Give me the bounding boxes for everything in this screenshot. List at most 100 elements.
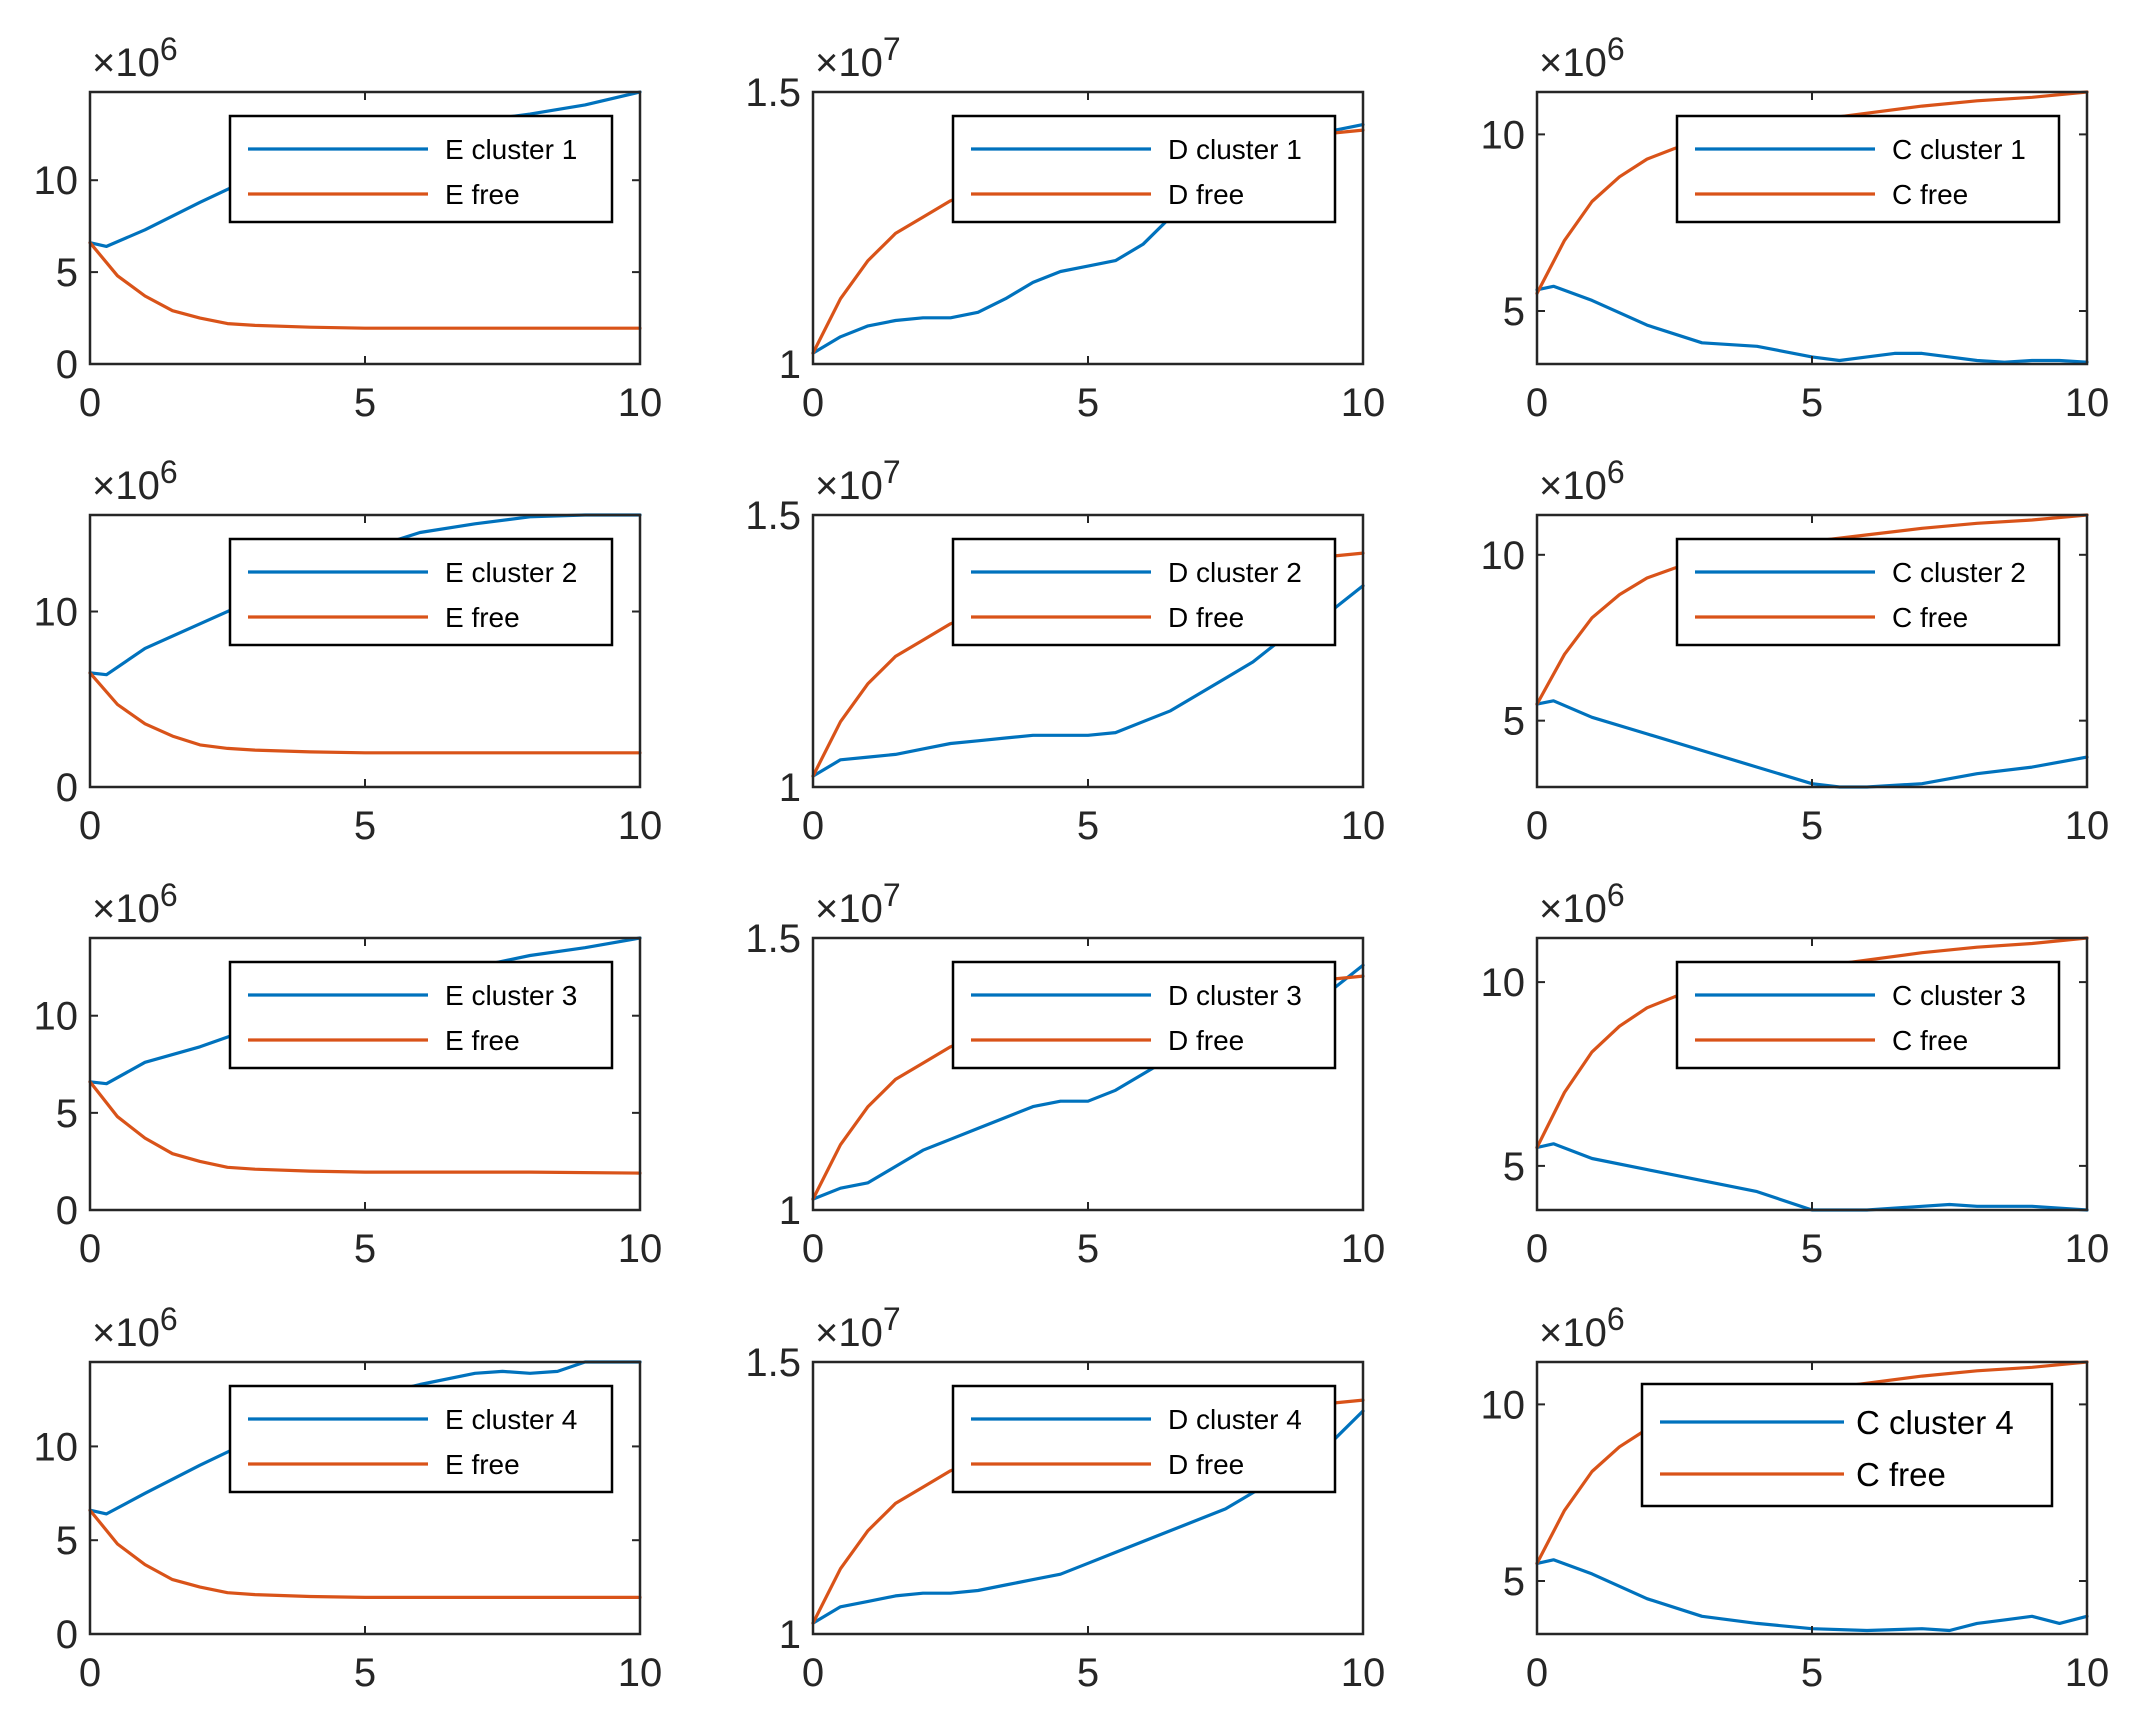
legend-box [228, 1384, 614, 1494]
x-tick-label: 5 [1801, 804, 1823, 848]
legend-label-free: E free [445, 1449, 520, 1480]
series-line-free [88, 1508, 642, 1600]
y-exponent-power: 6 [160, 877, 178, 913]
x-tick-label: 5 [1801, 1651, 1823, 1695]
x-tick-label: 10 [2065, 381, 2110, 425]
y-exponent-power: 6 [160, 454, 178, 490]
y-exponent-label: ×106 [1539, 454, 1625, 508]
y-tick-label: 10 [1481, 961, 1526, 1005]
x-tick-label: 0 [1526, 804, 1548, 848]
y-exponent-label: ×106 [92, 454, 178, 508]
y-exponent-label: ×106 [1539, 31, 1625, 85]
x-tick-label: 5 [354, 1227, 376, 1271]
subplot-4-1: 0 5 10 0 5 10 ×106 E cluster 4 E free [34, 1301, 663, 1695]
x-tick-label: 10 [2065, 804, 2110, 848]
legend-box [951, 960, 1337, 1070]
x-tick-label: 0 [1526, 381, 1548, 425]
x-tick-label: 0 [802, 381, 824, 425]
y-tick-label: 5 [1503, 1560, 1525, 1604]
legend-label-cluster: D cluster 3 [1168, 980, 1302, 1011]
legend: C cluster 2 C free [1675, 537, 2061, 647]
subplot-4-3: 0 5 10 5 10 ×106 C cluster 4 C free [1481, 1301, 2110, 1695]
y-exponent-label: ×106 [92, 877, 178, 931]
y-exponent-label: ×107 [815, 877, 901, 931]
legend-label-free: E free [445, 602, 520, 633]
legend-label-free: C free [1892, 602, 1968, 633]
legend-label-free: D free [1168, 1449, 1244, 1480]
subplot-2-3: 0 5 10 5 10 ×106 C cluster 2 C free [1481, 454, 2110, 848]
legend-box [228, 114, 614, 224]
x-tick-label: 0 [79, 1227, 101, 1271]
x-tick-label: 0 [802, 1227, 824, 1271]
y-exponent-label: ×107 [815, 454, 901, 508]
y-exponent-power: 7 [883, 31, 901, 67]
series-line-cluster [1535, 1558, 2089, 1633]
subplot-3-1: 0 5 10 0 5 10 ×106 E cluster 3 E free [34, 877, 663, 1271]
x-tick-label: 0 [802, 804, 824, 848]
y-tick-label: 0 [56, 766, 78, 810]
legend: E cluster 2 E free [228, 537, 614, 647]
y-tick-label: 1.5 [745, 494, 801, 538]
y-tick-label: 10 [34, 995, 79, 1039]
x-tick-label: 0 [79, 381, 101, 425]
x-tick-label: 5 [1077, 381, 1099, 425]
legend-label-free: E free [445, 179, 520, 210]
x-tick-label: 0 [1526, 1651, 1548, 1695]
y-tick-label: 1 [779, 343, 801, 387]
x-tick-label: 5 [1801, 381, 1823, 425]
y-tick-label: 10 [1481, 1383, 1526, 1427]
y-exponent-label: ×107 [815, 31, 901, 85]
y-tick-label: 1.5 [745, 917, 801, 961]
y-tick-label: 10 [34, 159, 79, 203]
x-tick-label: 0 [79, 804, 101, 848]
y-exponent-power: 6 [160, 31, 178, 67]
legend: E cluster 3 E free [228, 960, 614, 1070]
legend-label-cluster: D cluster 4 [1168, 1404, 1302, 1435]
series-line-cluster [811, 584, 1365, 778]
x-tick-label: 5 [354, 804, 376, 848]
subplot-2-1: 0 5 10 0 10 ×106 E cluster 2 E free [34, 454, 663, 848]
legend: C cluster 3 C free [1675, 960, 2061, 1070]
y-exponent-power: 6 [1607, 454, 1625, 490]
legend-label-cluster: E cluster 4 [445, 1404, 577, 1435]
series-line-cluster [1535, 1142, 2089, 1212]
legend-label-free: C free [1892, 1025, 1968, 1056]
y-tick-label: 10 [1481, 113, 1526, 157]
y-exponent-power: 6 [1607, 1301, 1625, 1337]
x-tick-label: 5 [354, 1651, 376, 1695]
x-tick-label: 10 [1341, 1227, 1386, 1271]
x-tick-label: 0 [79, 1651, 101, 1695]
x-tick-label: 5 [354, 381, 376, 425]
y-exponent-power: 6 [1607, 877, 1625, 913]
legend: D cluster 2 D free [951, 537, 1337, 647]
y-tick-label: 5 [56, 1092, 78, 1136]
y-exponent-label: ×106 [1539, 877, 1625, 931]
y-tick-label: 5 [1503, 1145, 1525, 1189]
legend-box [951, 537, 1337, 647]
subplot-1-2: 0 5 10 1 1.5 ×107 D cluster 1 D free [745, 31, 1385, 425]
y-tick-label: 10 [1481, 534, 1526, 578]
legend-label-cluster: D cluster 1 [1168, 134, 1302, 165]
legend: E cluster 1 E free [228, 114, 614, 224]
x-tick-label: 10 [618, 1651, 663, 1695]
subplot-1-3: 0 5 10 5 10 ×106 C cluster 1 C free [1481, 31, 2110, 425]
y-tick-label: 5 [1503, 290, 1525, 334]
legend-label-cluster: C cluster 4 [1856, 1404, 2014, 1441]
series-line-free [88, 1080, 642, 1175]
legend-box [228, 537, 614, 647]
y-exponent-power: 6 [160, 1301, 178, 1337]
series-line-free [88, 241, 642, 330]
y-exponent-power: 7 [883, 454, 901, 490]
x-tick-label: 5 [1077, 1651, 1099, 1695]
y-exponent-power: 7 [883, 1301, 901, 1337]
legend-label-cluster: E cluster 3 [445, 980, 577, 1011]
y-tick-label: 0 [56, 1613, 78, 1657]
legend-label-cluster: C cluster 1 [1892, 134, 2026, 165]
y-exponent-label: ×107 [815, 1301, 901, 1355]
y-tick-label: 5 [1503, 700, 1525, 744]
y-tick-label: 1 [779, 766, 801, 810]
legend: C cluster 1 C free [1675, 114, 2061, 224]
legend-label-free: D free [1168, 602, 1244, 633]
